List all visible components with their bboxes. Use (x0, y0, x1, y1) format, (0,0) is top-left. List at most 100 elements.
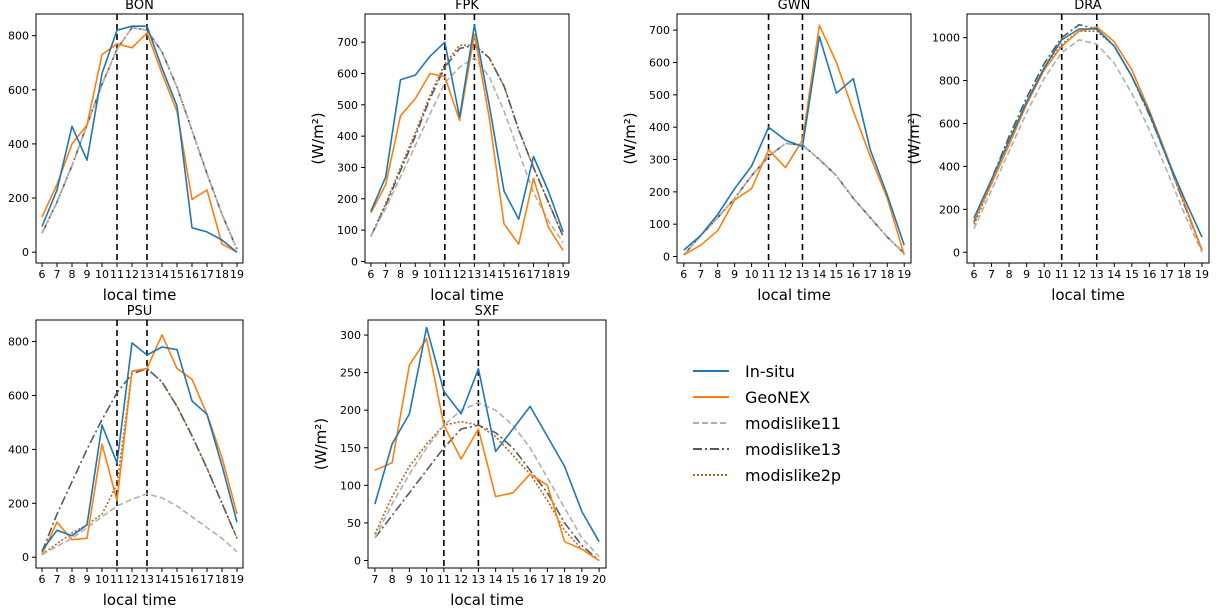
y-tick-label: 0 (22, 246, 29, 259)
series-line-modislike13 (370, 44, 564, 237)
series-line-geonex (41, 333, 238, 555)
x-tick-label: 6 (680, 268, 687, 281)
x-tick-label: 17 (863, 268, 877, 281)
y-tick-label: 250 (340, 367, 361, 380)
y-tick-label: 400 (649, 121, 670, 134)
y-tick-label: 500 (649, 89, 670, 102)
x-tick-label: 16 (185, 573, 199, 586)
x-tick-label: 11 (1055, 268, 1069, 281)
y-tick-label: 0 (663, 251, 670, 264)
series-line-modislike11 (374, 401, 600, 558)
y-tick-label: 0 (354, 554, 361, 567)
x-tick-label: 15 (170, 268, 184, 281)
series-line-modislike2p (41, 26, 238, 250)
x-tick-label: 8 (714, 268, 721, 281)
legend-label-modislike2p: modislike2p (745, 466, 841, 485)
y-tick-label: 100 (649, 218, 670, 231)
x-tick-label: 16 (523, 573, 537, 586)
y-tick-label: 600 (8, 84, 29, 97)
chart-panel-dra: 6 7 8 9 10 11 12 13 14 15 16 17 18 19 0 200 400 600 800 100… (905, 0, 1210, 304)
series-line-modislike13 (41, 26, 238, 250)
panel-title: PSU (127, 304, 153, 319)
legend-label-modislike13: modislike13 (745, 440, 841, 459)
x-tick-label: 14 (812, 268, 826, 281)
x-tick-label: 13 (140, 573, 154, 586)
axes-frame (676, 13, 912, 264)
y-tick-label: 50 (347, 517, 361, 530)
series-line-modislike11 (973, 38, 1203, 253)
x-tick-label: 8 (69, 268, 76, 281)
y-tick-label: 300 (649, 154, 670, 167)
series-line-in-situ (41, 25, 238, 253)
x-tick-label: 9 (1023, 268, 1030, 281)
x-tick-label: 9 (406, 573, 413, 586)
x-tick-label: 16 (185, 268, 199, 281)
series-line-in-situ (41, 342, 238, 551)
series-line-modislike2p (370, 44, 564, 237)
y-tick-label: 700 (337, 36, 358, 49)
x-tick-label: 18 (541, 268, 555, 281)
x-tick-label: 11 (110, 573, 124, 586)
y-tick-label: 400 (337, 130, 358, 143)
y-tick-label: 1000 (932, 32, 960, 45)
y-tick-label: 800 (8, 30, 29, 43)
series-line-in-situ (370, 24, 564, 232)
y-tick-label: 200 (337, 193, 358, 206)
y-tick-label: 100 (337, 224, 358, 237)
y-tick-label: 400 (8, 138, 29, 151)
y-tick-label: 400 (939, 160, 960, 173)
chart-panel-gwn: 6 7 8 9 10 11 12 13 14 15 16 17 18 19 0 100 200 300 400 500… (621, 0, 912, 304)
x-tick-label: 8 (1006, 268, 1013, 281)
y-tick-label: 0 (351, 255, 358, 268)
chart-panel-fpk: 6 7 8 9 10 11 12 13 14 15 16 17 18 19 0 100 200 300 400 500… (309, 0, 570, 304)
x-tick-label: 17 (1160, 268, 1174, 281)
y-tick-label: 600 (649, 57, 670, 70)
x-tick-label: 7 (371, 573, 378, 586)
x-tick-label: 18 (558, 573, 572, 586)
series-line-modislike11 (683, 142, 905, 256)
x-tick-label: 15 (497, 268, 511, 281)
y-tick-label: 300 (337, 161, 358, 174)
x-tick-label: 14 (155, 268, 169, 281)
axes-frame (35, 319, 244, 569)
y-tick-label: 800 (8, 336, 29, 349)
x-tick-label: 11 (438, 268, 452, 281)
y-tick-label: 600 (939, 117, 960, 130)
x-tick-label: 13 (467, 268, 481, 281)
x-tick-label: 13 (471, 573, 485, 586)
x-tick-label: 18 (1177, 268, 1191, 281)
x-tick-label: 10 (1037, 268, 1051, 281)
chart-panel-bon: 6 7 8 9 10 11 12 13 14 15 16 17 18 19 0 200 400 600 800 BON… (8, 0, 244, 304)
series-line-modislike11 (41, 26, 238, 250)
x-tick-label: 11 (762, 268, 776, 281)
legend-label-modislike11: modislike11 (745, 414, 841, 433)
y-tick-label: 700 (649, 24, 670, 37)
x-tick-label: 13 (795, 268, 809, 281)
x-tick-label: 10 (423, 268, 437, 281)
x-tick-label: 8 (397, 268, 404, 281)
x-tick-label: 17 (200, 268, 214, 281)
chart-panel-sxf: 7 8 9 10 11 12 13 14 15 16 17 18 19 20050100150200250… (312, 304, 607, 609)
series-line-in-situ (683, 35, 905, 251)
x-tick-label: 11 (437, 573, 451, 586)
series-line-modislike2p (41, 367, 238, 556)
series-line-in-situ (374, 326, 600, 543)
x-tick-label: 7 (988, 268, 995, 281)
x-tick-label: 7 (54, 573, 61, 586)
axes-frame (364, 13, 570, 264)
x-tick-label: 16 (512, 268, 526, 281)
y-tick-label: 200 (649, 186, 670, 199)
x-tick-label: 14 (482, 268, 496, 281)
y-axis-label: (W/m²) (621, 112, 639, 164)
x-tick-label: 15 (506, 573, 520, 586)
x-axis-label: local time (103, 286, 177, 304)
y-tick-label: 0 (953, 246, 960, 259)
legend-label-geonex: GeoNEX (745, 388, 810, 407)
y-tick-label: 200 (340, 404, 361, 417)
x-tick-label: 12 (453, 268, 467, 281)
x-tick-label: 7 (54, 268, 61, 281)
x-tick-label: 9 (731, 268, 738, 281)
panel-title: SXF (475, 304, 500, 319)
y-tick-label: 600 (337, 68, 358, 81)
